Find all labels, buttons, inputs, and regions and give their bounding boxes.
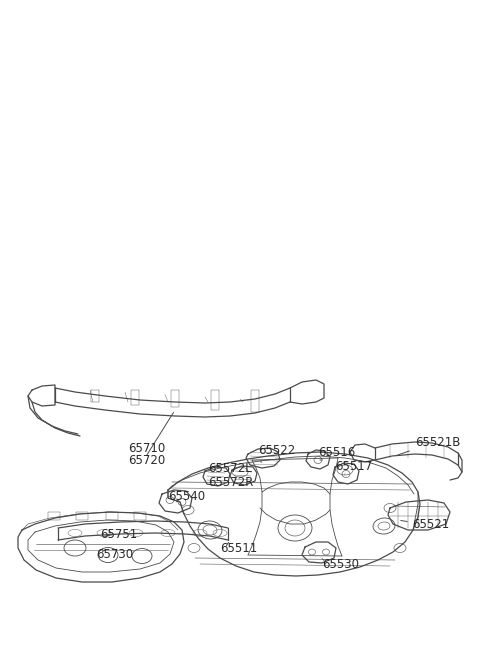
Text: 65517: 65517 — [335, 460, 372, 472]
Text: 65540: 65540 — [168, 491, 205, 504]
Text: 65530: 65530 — [322, 559, 359, 572]
Text: 65516: 65516 — [318, 447, 355, 460]
Text: 65720: 65720 — [128, 455, 165, 468]
Text: 65511: 65511 — [220, 542, 257, 555]
Text: 65521: 65521 — [412, 517, 449, 531]
Text: 65710: 65710 — [128, 441, 165, 455]
Text: 65572R: 65572R — [208, 476, 253, 489]
Text: 65751: 65751 — [100, 529, 137, 542]
Text: 65522: 65522 — [258, 443, 295, 457]
Text: 65572L: 65572L — [208, 462, 252, 476]
Text: 65521B: 65521B — [415, 436, 460, 449]
Text: 65730: 65730 — [96, 548, 133, 561]
